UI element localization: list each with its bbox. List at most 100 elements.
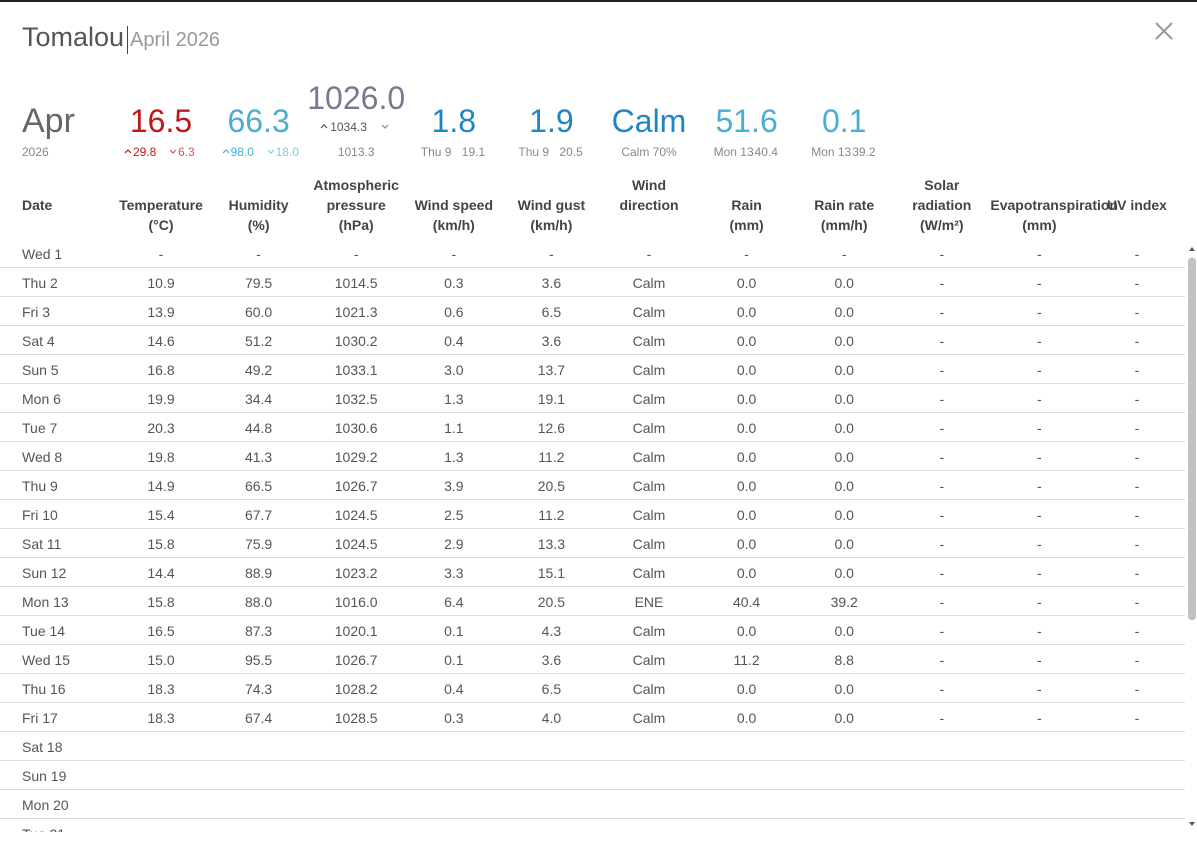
value-cell: - bbox=[1134, 304, 1140, 320]
date-cell: Tue 7 bbox=[22, 420, 58, 436]
value-cell: - bbox=[1134, 333, 1140, 349]
value-cell: - bbox=[1037, 246, 1042, 262]
stat-note: 1013.3 bbox=[337, 145, 375, 159]
value-cell: Calm bbox=[632, 333, 666, 349]
value-cell: - bbox=[1037, 420, 1042, 436]
value-cell: - bbox=[939, 478, 945, 494]
column-header: UV index bbox=[1107, 197, 1167, 213]
table-row: Fri 10 15.4 67.7 1024.5 2.5 11.2 Calm 0.0 0.0 - - - bbox=[0, 500, 1185, 529]
value-cell: - bbox=[1037, 362, 1042, 378]
value-cell: 34.4 bbox=[244, 391, 273, 407]
up-arrow bbox=[124, 149, 132, 154]
column-header: (%) bbox=[247, 217, 270, 233]
table-row: Fri 3 13.9 60.0 1021.3 0.6 6.5 Calm 0.0 0.0 - - - bbox=[0, 297, 1185, 326]
value-cell: - bbox=[939, 420, 945, 436]
column-header: (km/h) bbox=[432, 217, 475, 233]
value-cell: 0.0 bbox=[736, 565, 757, 581]
value-cell: 0.0 bbox=[736, 391, 757, 407]
stat-value: 1.8 bbox=[431, 103, 477, 139]
value-cell: 0.0 bbox=[834, 449, 854, 465]
value-cell: - bbox=[1037, 623, 1042, 639]
value-cell: Calm bbox=[632, 623, 666, 639]
column-header: (mm) bbox=[1022, 217, 1057, 233]
value-cell: 3.6 bbox=[541, 652, 562, 668]
value-cell: - bbox=[1134, 246, 1140, 262]
date-cell: Wed 1 bbox=[22, 246, 63, 262]
value-cell: - bbox=[939, 565, 945, 581]
value-cell: Calm bbox=[632, 710, 666, 726]
value-cell: 0.0 bbox=[736, 333, 757, 349]
date-cell: Tue 14 bbox=[22, 623, 66, 639]
value-cell: 0.0 bbox=[834, 623, 854, 639]
value-cell: 14.9 bbox=[147, 478, 175, 494]
value-cell: - bbox=[451, 246, 457, 262]
table-row: Thu 9 14.9 66.5 1026.7 3.9 20.5 Calm 0.0 0.0 - - - bbox=[0, 471, 1185, 500]
value-cell: - bbox=[939, 536, 945, 552]
value-cell: 0.0 bbox=[736, 449, 757, 465]
value-cell: 0.6 bbox=[444, 304, 464, 320]
value-cell: 87.3 bbox=[244, 623, 273, 639]
stat-high: 1034.3 bbox=[330, 120, 367, 134]
value-cell: - bbox=[1134, 652, 1140, 668]
table-body[interactable]: Wed 1 - - - - - - - - - - - Thu 2 10.9 79.5 1014.5 0.3 3.… bbox=[0, 239, 1186, 832]
value-cell: - bbox=[1134, 391, 1140, 407]
value-cell: 0.0 bbox=[736, 623, 757, 639]
stat-max: 39.2 bbox=[852, 145, 876, 159]
column-header: (W/m²) bbox=[920, 217, 964, 233]
date-cell: Thu 9 bbox=[22, 478, 58, 494]
down-arrow bbox=[381, 124, 389, 129]
value-cell: 15.0 bbox=[147, 652, 175, 668]
value-cell: 1.3 bbox=[444, 449, 464, 465]
date-cell: Sun 19 bbox=[22, 768, 67, 784]
close-button[interactable] bbox=[1153, 20, 1175, 42]
value-cell: Calm bbox=[632, 362, 666, 378]
value-cell: 1020.1 bbox=[334, 623, 378, 639]
year: 2026 bbox=[22, 145, 49, 159]
value-cell: 1026.7 bbox=[334, 478, 378, 494]
stat-value: 0.1 bbox=[821, 103, 867, 139]
value-cell: - bbox=[353, 246, 359, 262]
value-cell: 11.2 bbox=[538, 507, 565, 523]
value-cell: 39.2 bbox=[830, 594, 858, 610]
value-cell: 3.9 bbox=[444, 478, 464, 494]
column-header: Humidity bbox=[228, 197, 289, 213]
scrollbar[interactable] bbox=[1187, 242, 1197, 832]
value-cell: - bbox=[1037, 652, 1042, 668]
stat-max: 19.1 bbox=[461, 145, 486, 159]
value-cell: - bbox=[1134, 623, 1140, 639]
value-cell: - bbox=[939, 391, 945, 407]
value-cell: 40.4 bbox=[732, 594, 761, 610]
period: April 2026 bbox=[130, 29, 221, 51]
value-cell: 16.5 bbox=[147, 623, 175, 639]
value-cell: 2.9 bbox=[444, 536, 464, 552]
value-cell: 19.9 bbox=[147, 391, 175, 407]
value-cell: 88.0 bbox=[244, 594, 273, 610]
value-cell: - bbox=[256, 246, 261, 262]
value-cell: 60.0 bbox=[244, 304, 273, 320]
value-cell: 20.5 bbox=[537, 594, 566, 610]
table-row: Wed 15 15.0 95.5 1026.7 0.1 3.6 Calm 11.2 8.8 - - - bbox=[0, 645, 1185, 674]
value-cell: 14.6 bbox=[147, 333, 175, 349]
value-cell: - bbox=[1037, 536, 1042, 552]
table-row: Sat 11 15.8 75.9 1024.5 2.9 13.3 Calm 0.0 0.0 - - - bbox=[0, 529, 1185, 558]
value-cell: - bbox=[1134, 420, 1140, 436]
value-cell: - bbox=[1134, 507, 1140, 523]
table-row: Fri 17 18.3 67.4 1028.5 0.3 4.0 Calm 0.0 0.0 - - - bbox=[0, 703, 1185, 732]
value-cell: 3.0 bbox=[444, 362, 464, 378]
value-cell: - bbox=[1037, 333, 1042, 349]
value-cell: - bbox=[158, 246, 164, 262]
date-cell: Thu 16 bbox=[22, 681, 66, 697]
value-cell: Calm bbox=[632, 507, 666, 523]
value-cell: - bbox=[1134, 449, 1140, 465]
value-cell: 1028.5 bbox=[334, 710, 378, 726]
value-cell: 1024.5 bbox=[334, 507, 378, 523]
value-cell: - bbox=[1037, 565, 1042, 581]
value-cell: 18.3 bbox=[147, 710, 175, 726]
table-row: Tue 21 bbox=[0, 819, 1185, 832]
stat-value: 51.6 bbox=[715, 103, 778, 139]
value-cell: - bbox=[549, 246, 554, 262]
value-cell: - bbox=[1037, 449, 1042, 465]
value-cell: - bbox=[841, 246, 847, 262]
value-cell: 0.0 bbox=[834, 565, 854, 581]
value-cell: - bbox=[939, 623, 945, 639]
